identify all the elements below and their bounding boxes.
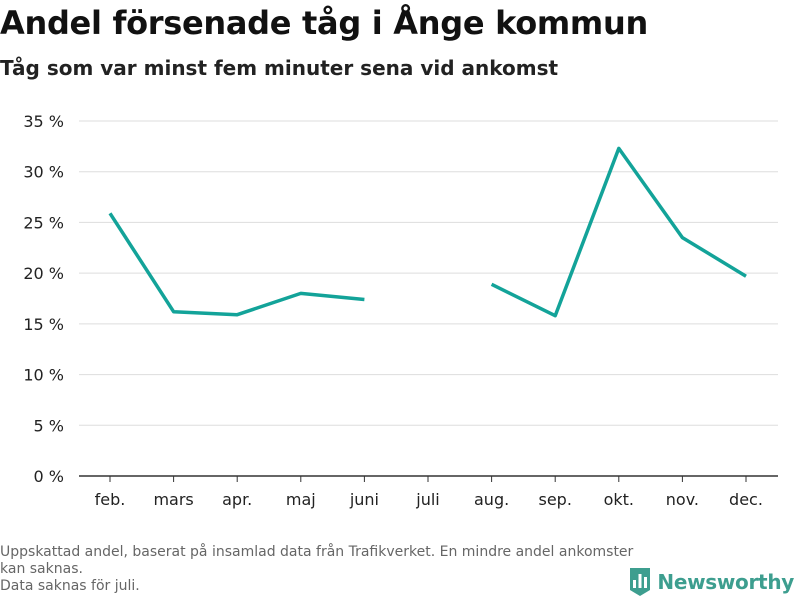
chart-title: Andel försenade tåg i Ånge kommun xyxy=(0,4,648,42)
series-line-segment xyxy=(108,212,365,317)
x-tick-label: okt. xyxy=(604,490,634,509)
series-lines xyxy=(108,146,747,318)
y-axis-tick-labels: 0 % 5 % 10 % 15 % 20 % 25 % 30 % 35 % xyxy=(23,112,64,486)
y-tick-label: 25 % xyxy=(23,213,64,232)
y-tick-label: 5 % xyxy=(34,416,64,435)
footnote: Uppskattad andel, baserat på insamlad da… xyxy=(0,544,640,595)
bar-chart-badge-icon xyxy=(630,568,651,596)
x-tick-label: maj xyxy=(286,490,316,509)
gridlines xyxy=(79,120,778,477)
x-axis-tick-labels: feb. mars apr. maj juni juli aug. sep. okt. nov. d… xyxy=(95,476,763,509)
y-tick-label: 20 % xyxy=(23,264,64,283)
footnote-missing-data: Data saknas för juli. xyxy=(0,578,140,594)
x-tick-label: dec. xyxy=(729,490,763,509)
x-tick-label: sep. xyxy=(538,490,571,509)
y-tick-label: 15 % xyxy=(23,315,64,334)
x-tick-label: apr. xyxy=(222,490,252,509)
chart-subtitle: Tåg som var minst fem minuter sena vid a… xyxy=(0,56,559,80)
x-tick-label: juni xyxy=(349,490,379,509)
y-tick-label: 35 % xyxy=(23,112,64,131)
x-tick-label: mars xyxy=(153,490,193,509)
brand-logo: Newsworthy xyxy=(628,566,794,598)
line-chart: 0 % 5 % 10 % 15 % 20 % 25 % 30 % 35 % feb. mars a… xyxy=(23,112,778,509)
x-tick-label: feb. xyxy=(95,490,126,509)
footnote-source: Uppskattad andel, baserat på insamlad da… xyxy=(0,544,634,577)
x-tick-label: aug. xyxy=(474,490,509,509)
series-line-segment xyxy=(490,146,747,318)
y-tick-label: 10 % xyxy=(23,366,64,385)
y-tick-label: 30 % xyxy=(23,163,64,182)
x-tick-label: nov. xyxy=(666,490,699,509)
brand-name: Newsworthy xyxy=(657,570,794,594)
x-tick-label: juli xyxy=(415,490,439,509)
y-tick-label: 0 % xyxy=(34,467,64,486)
